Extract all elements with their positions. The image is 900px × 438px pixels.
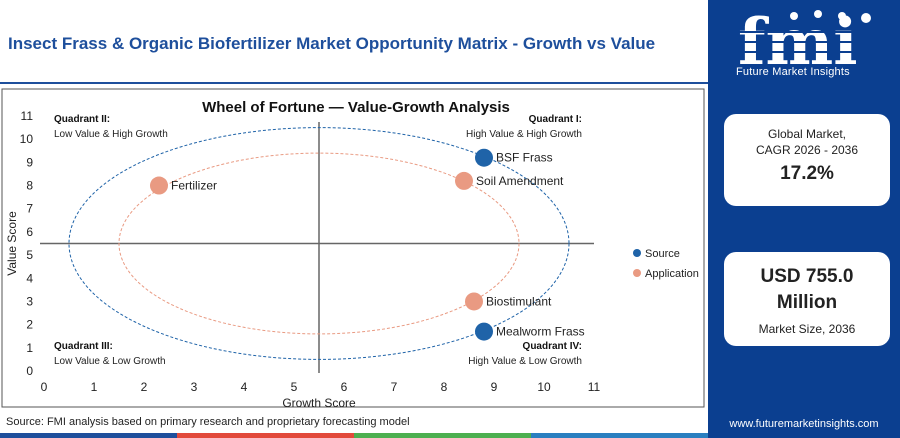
website-url: www.futuremarketinsights.com: [729, 418, 879, 430]
legend-label: Application: [645, 268, 699, 280]
market-size-value-line1: USD 755.0: [760, 266, 854, 287]
bottom-bar-segment: [177, 433, 354, 438]
cagr-card: Global Market, CAGR 2026 - 2036 17.2%: [724, 114, 890, 206]
title-divider: [0, 82, 708, 84]
opportunity-matrix-chart: Wheel of Fortune — Value-Growth Analysis…: [1, 88, 705, 410]
data-point-source: [475, 322, 493, 341]
ring-application: [118, 152, 520, 335]
cagr-value: 17.2%: [780, 163, 834, 184]
y-tick-label: 8: [26, 179, 33, 193]
y-tick-label: 1: [26, 341, 33, 355]
y-tick-label: 3: [26, 294, 33, 308]
x-tick-label: 0: [41, 380, 48, 394]
data-point-source: [475, 148, 493, 167]
data-point-label: Mealworm Frass: [496, 325, 585, 339]
quadrant-name: Quadrant III:: [54, 341, 113, 352]
quadrant-name: Quadrant I:: [529, 114, 582, 125]
x-tick-label: 7: [391, 380, 398, 394]
bottom-bar-segment: [531, 433, 708, 438]
data-point-label: Fertilizer: [171, 179, 217, 193]
cagr-label-line2: CAGR 2026 - 2036: [755, 143, 859, 157]
market-size-value-line2: Million: [776, 292, 838, 313]
market-size-value: USD 755.0 Million: [724, 264, 890, 316]
bottom-bar-segment: [0, 433, 177, 438]
y-tick-label: 9: [26, 155, 33, 169]
source-note: Source: FMI analysis based on primary re…: [6, 416, 410, 428]
legend-marker-source: [633, 249, 641, 257]
market-size-card: USD 755.0 Million Market Size, 2036: [724, 252, 890, 346]
x-tick-label: 4: [241, 380, 248, 394]
quadrant-description: High Value & Low Growth: [468, 356, 582, 367]
x-tick-label: 6: [341, 380, 348, 394]
y-tick-label: 7: [26, 202, 33, 216]
x-tick-label: 11: [588, 380, 601, 394]
side-panel: fmi Future Market Insights Global Market…: [708, 0, 900, 438]
bottom-bar-segment: [354, 433, 531, 438]
y-tick-label: 4: [26, 271, 33, 285]
ring-source: [68, 127, 570, 360]
x-tick-label: 9: [491, 380, 498, 394]
bottom-color-bar: [0, 433, 708, 438]
quadrant-description: Low Value & Low Growth: [54, 356, 166, 367]
legend-label: Source: [645, 248, 680, 260]
x-tick-label: 8: [441, 380, 448, 394]
y-tick-label: 2: [26, 318, 33, 332]
logo-tagline: Future Market Insights: [736, 66, 850, 78]
cagr-label: Global Market, CAGR 2026 - 2036: [724, 126, 890, 158]
data-point-label: BSF Frass: [496, 151, 553, 165]
data-point-application: [150, 176, 168, 195]
chart-title: Wheel of Fortune — Value-Growth Analysis: [202, 99, 510, 116]
cagr-label-line1: Global Market,: [767, 127, 847, 141]
page-title: Insect Frass & Organic Biofertilizer Mar…: [8, 34, 656, 53]
y-tick-label: 6: [26, 225, 33, 239]
market-size-label: Market Size, 2036: [758, 322, 856, 336]
y-tick-label: 0: [26, 364, 33, 378]
data-point-application: [465, 292, 483, 311]
data-point-application: [455, 171, 473, 190]
y-tick-label: 10: [20, 132, 34, 146]
quadrant-description: High Value & High Growth: [466, 129, 582, 140]
chart-area: Wheel of Fortune — Value-Growth Analysis…: [0, 86, 708, 411]
x-tick-label: 3: [191, 380, 198, 394]
fmi-logo: fmi: [738, 6, 871, 80]
data-point-label: Biostimulant: [486, 294, 552, 308]
x-tick-label: 5: [291, 380, 298, 394]
y-tick-label: 5: [26, 248, 33, 262]
quadrant-name: Quadrant IV:: [523, 341, 582, 352]
quadrant-name: Quadrant II:: [54, 114, 110, 125]
quadrant-description: Low Value & High Growth: [54, 129, 168, 140]
y-axis-label: Value Score: [5, 211, 19, 276]
y-tick-label: 11: [21, 109, 34, 123]
legend-marker-application: [633, 269, 641, 277]
data-point-label: Soil Amendment: [476, 174, 564, 188]
x-axis-label: Growth Score: [282, 396, 356, 410]
x-tick-label: 2: [141, 380, 148, 394]
x-tick-label: 1: [91, 380, 98, 394]
chart-border: [1, 88, 705, 408]
x-tick-label: 10: [537, 380, 551, 394]
